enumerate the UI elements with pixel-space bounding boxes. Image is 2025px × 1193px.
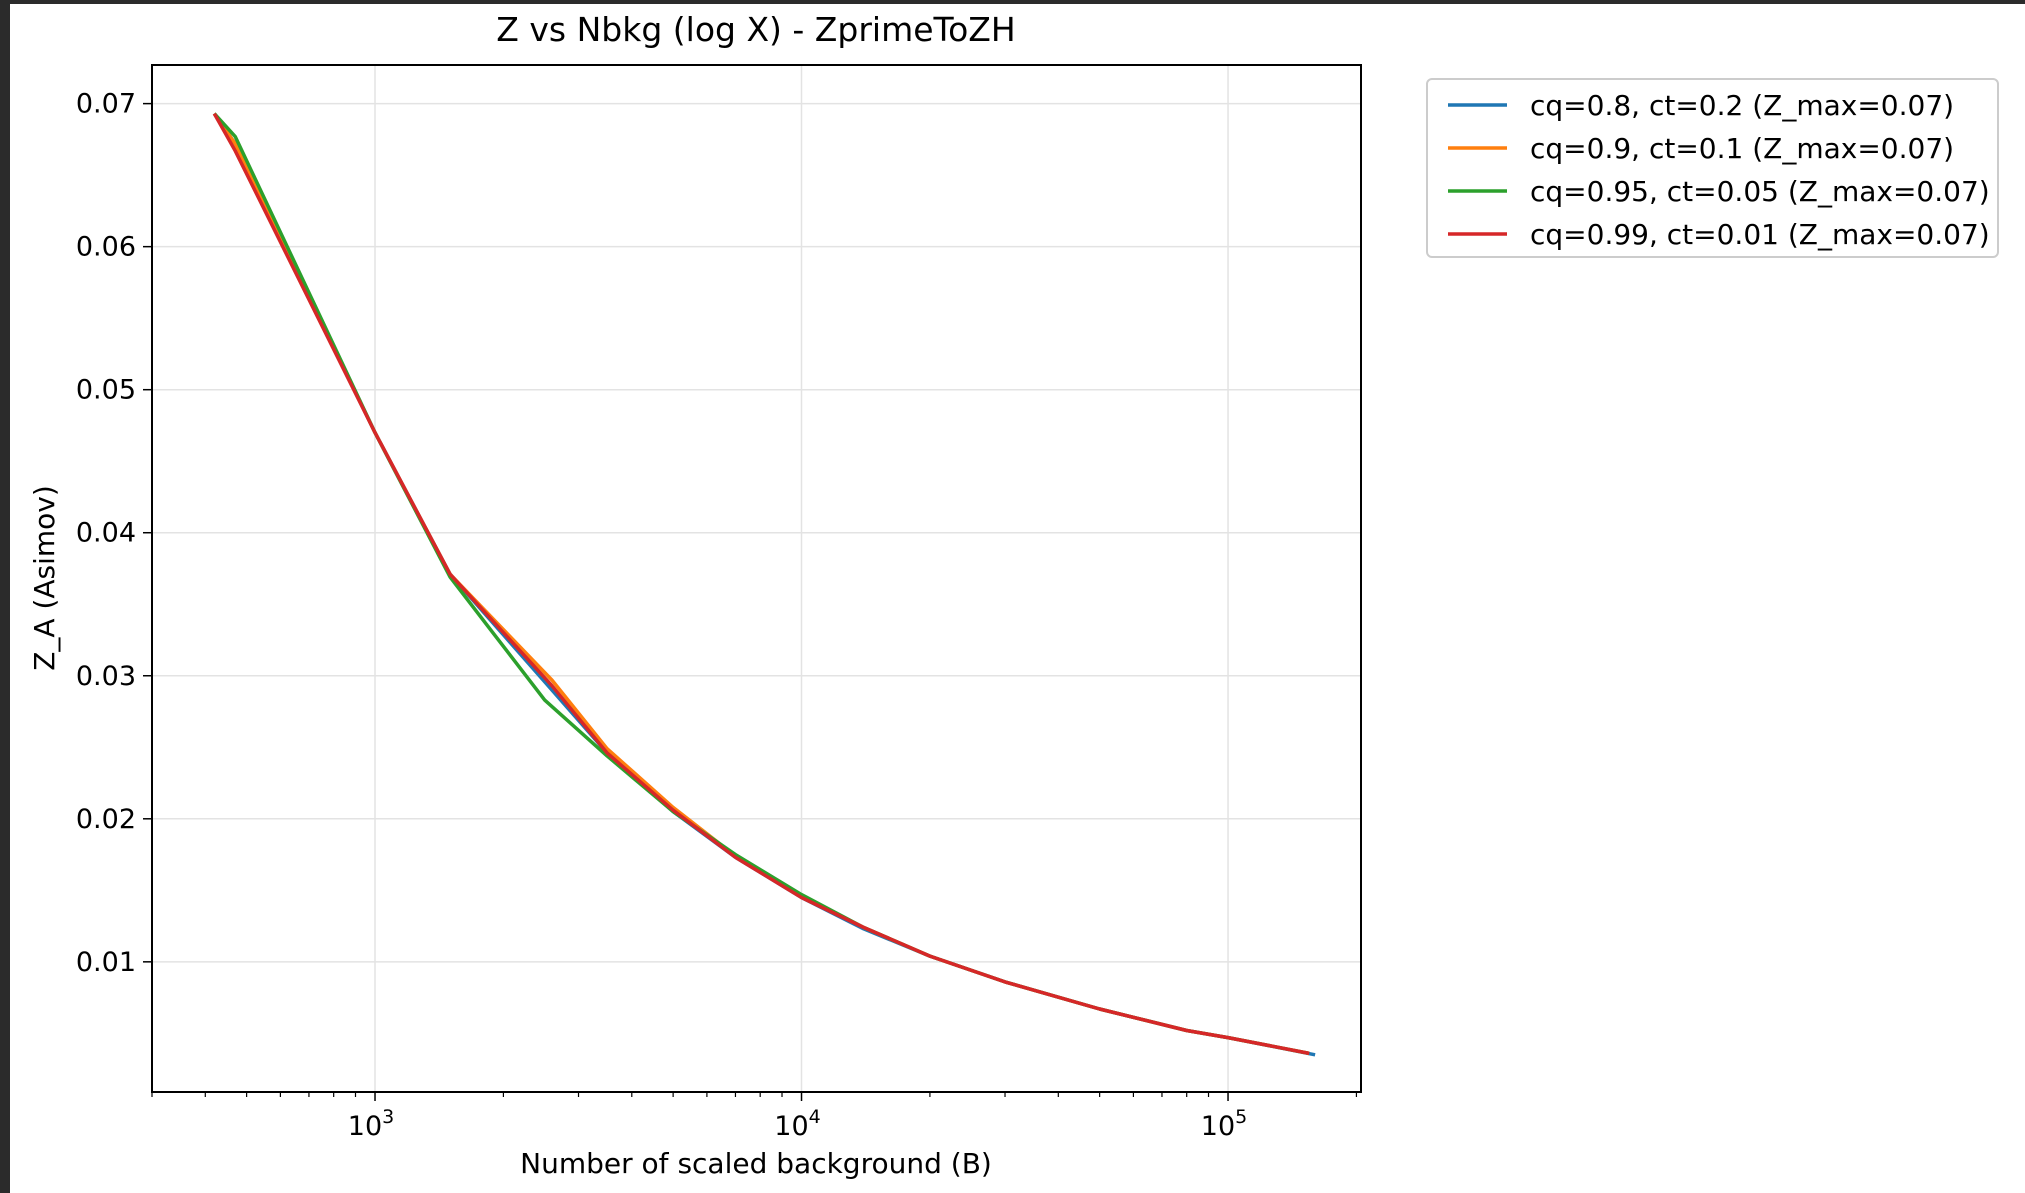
legend: cq=0.8, ct=0.2 (Z_max=0.07) cq=0.9, ct=0.…: [1426, 78, 1999, 258]
y-tick-label: 0.05: [76, 375, 136, 406]
x-tick-label: 104: [774, 1106, 820, 1142]
x-axis-ticks: 103 104 105: [348, 1092, 1247, 1142]
plot-area: [152, 65, 1361, 1092]
y-tick-label: 0.03: [76, 661, 136, 692]
chart-title: Z vs Nbkg (log X) - ZprimeToZH: [496, 10, 1015, 49]
chart-svg: Z vs Nbkg (log X) - ZprimeToZH 103 104 105…: [28, 10, 1999, 1180]
legend-label: cq=0.99, ct=0.01 (Z_max=0.07): [1530, 218, 1990, 251]
plot-frame: [151, 64, 1362, 1093]
y-tick-label: 0.06: [76, 232, 136, 263]
figure: Z vs Nbkg (log X) - ZprimeToZH 103 104 105…: [10, 4, 2025, 1193]
y-tick-label: 0.01: [76, 947, 136, 978]
x-tick-label: 103: [348, 1106, 394, 1142]
legend-frame: [1426, 78, 1999, 258]
x-axis-title: Number of scaled background (B): [520, 1147, 992, 1180]
legend-label: cq=0.95, ct=0.05 (Z_max=0.07): [1530, 175, 1990, 208]
y-axis-ticks: 0.01 0.02 0.03 0.04 0.05 0.06 0.07: [76, 89, 152, 978]
series-lines: [212, 112, 1316, 1057]
y-tick-label: 0.04: [76, 518, 136, 549]
y-tick-label: 0.02: [76, 804, 136, 835]
legend-label: cq=0.8, ct=0.2 (Z_max=0.07): [1530, 89, 1954, 122]
y-axis-title: Z_A (Asimov): [28, 485, 61, 671]
legend-label: cq=0.9, ct=0.1 (Z_max=0.07): [1530, 132, 1954, 165]
x-tick-label: 105: [1201, 1106, 1247, 1142]
y-tick-label: 0.07: [76, 89, 136, 120]
grid-lines: [152, 65, 1361, 1092]
series-line-4: [212, 112, 1310, 1056]
